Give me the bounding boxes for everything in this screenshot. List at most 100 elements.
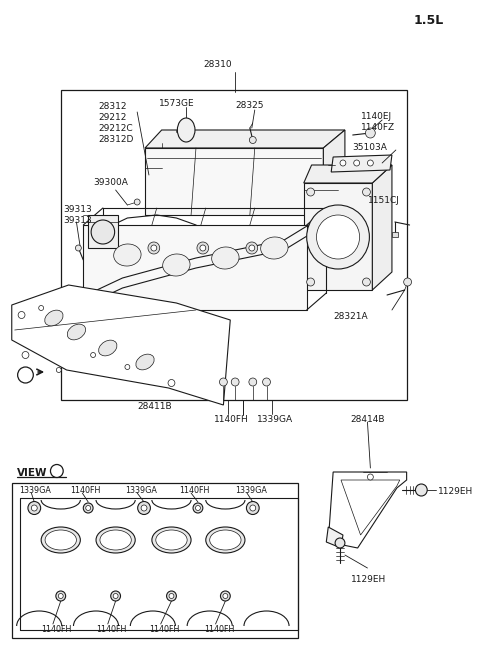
Text: 1140FH: 1140FH (214, 415, 248, 424)
Bar (12, 483, 298, 638)
Ellipse shape (156, 530, 187, 550)
Circle shape (91, 353, 96, 357)
Circle shape (195, 505, 200, 510)
Circle shape (416, 484, 427, 496)
Text: 1339GA: 1339GA (257, 415, 293, 424)
Text: 28325: 28325 (235, 101, 264, 110)
Text: 1140FH: 1140FH (71, 486, 101, 495)
Circle shape (148, 242, 160, 254)
Circle shape (263, 378, 270, 386)
Ellipse shape (45, 310, 63, 326)
Circle shape (56, 591, 66, 601)
Ellipse shape (212, 247, 239, 269)
Circle shape (307, 278, 314, 286)
Ellipse shape (136, 354, 154, 370)
Text: 1129EH: 1129EH (438, 487, 473, 496)
Circle shape (22, 351, 29, 359)
Circle shape (91, 220, 115, 244)
Ellipse shape (152, 527, 191, 553)
Circle shape (197, 242, 209, 254)
Ellipse shape (177, 118, 195, 142)
Text: 39313: 39313 (64, 216, 93, 225)
Text: 28414B: 28414B (351, 415, 385, 424)
Circle shape (246, 501, 259, 514)
Text: 28312: 28312 (98, 102, 127, 111)
Circle shape (86, 505, 91, 510)
Text: 1573GE: 1573GE (159, 99, 194, 108)
Circle shape (365, 128, 375, 138)
Text: 1339GA: 1339GA (20, 486, 51, 495)
Circle shape (200, 245, 206, 251)
Text: 29212: 29212 (98, 113, 126, 122)
Circle shape (18, 311, 25, 319)
Text: 28312D: 28312D (98, 135, 133, 144)
Text: 28321A: 28321A (333, 312, 368, 321)
Polygon shape (145, 130, 345, 148)
Bar (61, 90, 407, 400)
Text: 1.5L: 1.5L (413, 14, 444, 27)
Circle shape (18, 367, 33, 383)
Circle shape (246, 242, 258, 254)
Text: 1140FZ: 1140FZ (360, 123, 395, 132)
Ellipse shape (210, 530, 241, 550)
Text: 1339GA: 1339GA (235, 486, 267, 495)
Ellipse shape (98, 340, 117, 356)
Polygon shape (88, 215, 118, 248)
Ellipse shape (163, 254, 190, 276)
Polygon shape (12, 285, 230, 405)
Circle shape (167, 591, 176, 601)
Text: VIEW: VIEW (17, 468, 47, 478)
Circle shape (362, 188, 371, 196)
Ellipse shape (45, 530, 76, 550)
Text: 1140FH: 1140FH (41, 625, 72, 634)
Ellipse shape (96, 527, 135, 553)
Circle shape (316, 215, 360, 259)
Text: 1140EJ: 1140EJ (360, 112, 392, 121)
Text: A: A (54, 466, 60, 476)
Polygon shape (145, 148, 324, 215)
Circle shape (340, 160, 346, 166)
Circle shape (368, 160, 373, 166)
Circle shape (125, 365, 130, 369)
Text: 39313: 39313 (64, 205, 93, 214)
Ellipse shape (41, 527, 80, 553)
Circle shape (113, 593, 118, 599)
Text: 1151CJ: 1151CJ (369, 196, 400, 205)
Circle shape (50, 464, 63, 478)
Ellipse shape (100, 530, 132, 550)
Text: 1140FH: 1140FH (180, 486, 210, 495)
Circle shape (28, 501, 41, 514)
Circle shape (111, 591, 120, 601)
Circle shape (138, 501, 150, 514)
Circle shape (168, 380, 175, 386)
Polygon shape (324, 130, 345, 215)
Circle shape (169, 593, 174, 599)
Text: 1140FH: 1140FH (149, 625, 180, 634)
Circle shape (250, 137, 256, 143)
Circle shape (193, 503, 203, 513)
Circle shape (307, 188, 314, 196)
Ellipse shape (261, 237, 288, 259)
Polygon shape (304, 183, 372, 290)
Text: 39300A: 39300A (93, 178, 128, 187)
Text: 35103A: 35103A (353, 143, 388, 152)
Circle shape (141, 505, 147, 511)
Circle shape (58, 593, 63, 599)
Circle shape (250, 505, 256, 511)
Circle shape (404, 278, 411, 286)
Circle shape (39, 306, 44, 311)
Ellipse shape (67, 324, 85, 340)
Polygon shape (392, 232, 398, 237)
Polygon shape (84, 225, 307, 310)
Circle shape (362, 278, 371, 286)
Polygon shape (331, 155, 392, 172)
Circle shape (231, 378, 239, 386)
Text: 29212C: 29212C (98, 124, 132, 133)
Circle shape (249, 245, 255, 251)
Circle shape (249, 378, 257, 386)
Text: 28310: 28310 (204, 60, 232, 69)
Circle shape (354, 160, 360, 166)
Circle shape (56, 367, 61, 373)
Polygon shape (328, 472, 407, 548)
Text: 1339GA: 1339GA (125, 486, 157, 495)
